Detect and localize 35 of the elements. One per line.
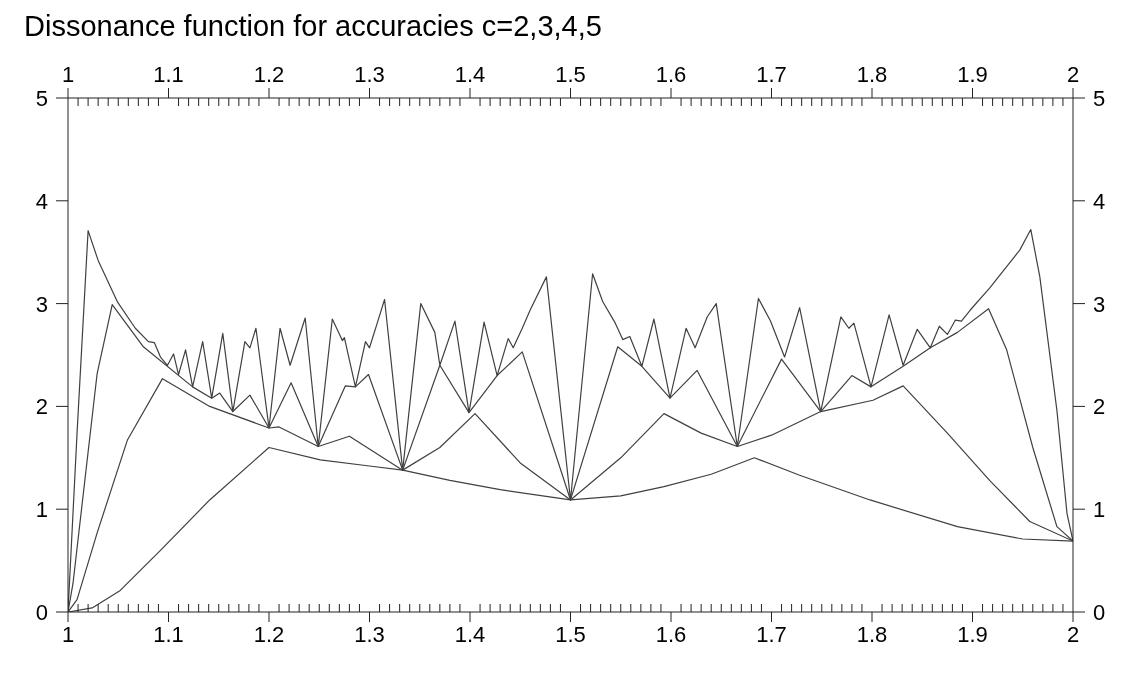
y2-tick-label: 5 xyxy=(1093,86,1106,111)
x2-tick-label: 1.6 xyxy=(655,62,687,87)
x-tick-label: 1.4 xyxy=(454,622,486,647)
x-tick-label: 1.8 xyxy=(856,622,888,647)
x2-tick-label: 1.2 xyxy=(253,62,285,87)
x-tick-label: 1.6 xyxy=(655,622,687,647)
x2-tick-label: 1.8 xyxy=(856,62,888,87)
x-tick-label: 2 xyxy=(1066,622,1080,647)
y2-tick-label: 0 xyxy=(1093,600,1106,625)
chart-title: Dissonance function for accuracies c=2,3,4,5 xyxy=(23,9,603,44)
y2-tick-label: 1 xyxy=(1093,497,1106,523)
x2-tick-label: 1.1 xyxy=(153,62,184,87)
y-tick-label: 0 xyxy=(35,600,48,625)
x2-tick-label: 1.4 xyxy=(454,62,486,87)
y2-tick-label: 3 xyxy=(1093,291,1106,317)
x2-tick-label: 1.3 xyxy=(354,62,385,87)
y-tick-label: 1 xyxy=(35,497,48,523)
y-tick-label: 5 xyxy=(35,86,48,111)
x2-tick-label: 1.7 xyxy=(756,62,787,87)
x-tick-label: 1.5 xyxy=(555,622,586,647)
x-tick-label: 1.2 xyxy=(253,622,285,647)
x-tick-label: 1.9 xyxy=(957,622,988,647)
x-tick-label: 1.3 xyxy=(354,622,385,647)
y-tick-label: 4 xyxy=(35,188,48,214)
x2-tick-label: 1 xyxy=(61,62,75,87)
y2-tick-label: 4 xyxy=(1093,188,1106,214)
y-tick-label: 2 xyxy=(35,394,48,420)
x2-tick-label: 1.9 xyxy=(957,62,988,87)
x-tick-label: 1 xyxy=(61,622,75,647)
x2-tick-label: 1.5 xyxy=(555,62,586,87)
x-tick-label: 1.7 xyxy=(756,622,787,647)
x2-tick-label: 2 xyxy=(1066,62,1080,87)
y-tick-label: 3 xyxy=(35,291,48,317)
y2-tick-label: 2 xyxy=(1093,394,1106,420)
x-tick-label: 1.1 xyxy=(153,622,184,647)
